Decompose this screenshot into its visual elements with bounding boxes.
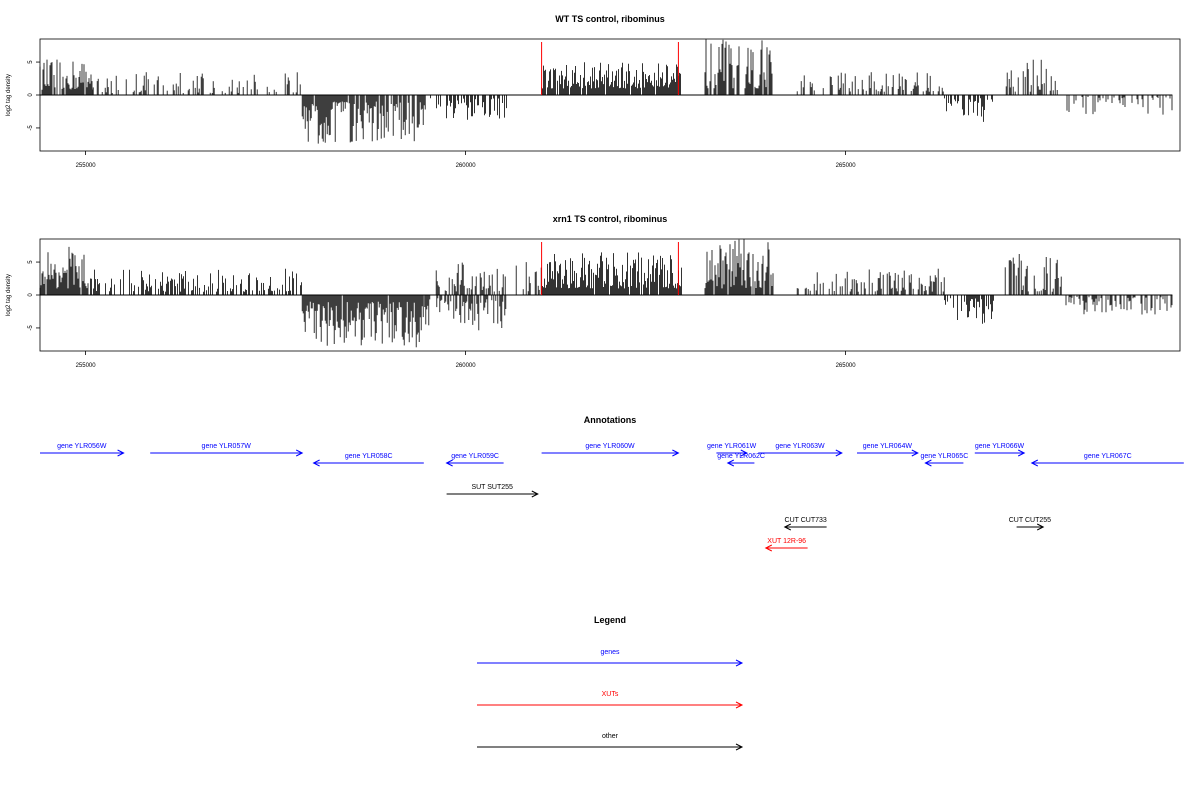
x-tick-label: 260000 [456,163,477,169]
feature-label: gene YLR060W [585,443,635,450]
annotation-feature: gene YLR058C [312,453,424,467]
arrowhead [735,743,744,751]
legend-label: genes [600,649,620,656]
annotation-feature: gene YLR067C [1030,453,1184,467]
wt-panel-title: WT TS control, ribominus [555,14,665,24]
feature-label: XUT 12R-96 [767,538,806,545]
annotation-feature: gene YLR057W [150,443,304,457]
legend-entry: genes [477,649,744,667]
annotation-feature: XUT 12R-96 [764,538,808,552]
annotation-feature: gene YLR063W [758,443,843,457]
arrowhead [531,490,539,498]
x-tick-label: 265000 [836,363,857,369]
annotation-feature: SUT SUT255 [446,484,539,498]
annotation-feature: gene YLR060W [541,443,680,457]
feature-label: gene YLR058C [345,453,393,460]
feature-label: gene YLR057W [202,443,252,450]
wt-axes: -5 0 5 255000 260000 265000 [28,60,856,169]
arrowhead [735,701,744,709]
arrowhead [835,449,843,457]
legend-label: other [602,733,619,740]
annotation-feature: gene YLR056W [40,443,125,457]
wt-y-axis-label: log2 tag density [6,74,12,116]
feature-label: gene YLR061W [707,443,757,450]
feature-label: gene YLR066W [975,443,1025,450]
annotation-feature: CUT CUT255 [1009,517,1051,531]
arrowhead [1017,449,1026,457]
arrowhead [295,449,304,457]
xrn1-axes: -5 0 5 255000 260000 265000 [28,260,856,369]
arrowhead [783,523,792,531]
x-tick-label: 255000 [76,163,97,169]
wt-bars [39,39,1173,144]
legend-label: XUTs [602,691,619,698]
y-tick-label: -5 [28,125,34,131]
annotation-features: gene YLR056W gene YLR057W gene YLR058C gene… [40,443,1184,552]
arrowhead [312,459,320,467]
legend-entry: XUTs [477,691,744,709]
arrowhead [726,459,735,467]
legend-title: Legend [594,615,626,625]
arrowhead [764,544,773,552]
arrowhead [735,659,744,667]
xrn1-panel-title: xrn1 TS control, ribominus [553,214,668,224]
feature-label: SUT SUT255 [471,484,513,491]
feature-label: gene YLR059C [451,453,499,460]
feature-label: gene YLR065C [921,453,969,460]
annotation-feature: gene YLR059C [445,453,504,467]
feature-label: CUT CUT733 [785,517,827,524]
x-tick-label: 260000 [456,363,477,369]
x-tick-label: 255000 [76,363,97,369]
feature-label: gene YLR064W [863,443,913,450]
annotation-feature: CUT CUT733 [783,517,827,531]
arrowhead [1036,523,1045,531]
annotations-title: Annotations [584,415,637,425]
arrowhead [672,449,680,457]
annotation-feature: gene YLR064W [857,443,919,457]
arrowhead [117,449,125,457]
feature-label: gene YLR063W [775,443,825,450]
y-tick-label: 0 [28,293,34,297]
legend-entries: genes XUTs other [477,649,744,751]
arrowhead [1030,459,1039,467]
y-tick-label: -5 [28,325,34,331]
arrowhead [911,449,919,457]
arrowhead [924,459,932,467]
feature-label: CUT CUT255 [1009,517,1051,524]
feature-label: gene YLR062C [717,453,765,460]
y-tick-label: 5 [28,60,34,64]
legend: Legend genes XUTs other [477,615,744,751]
wt-density-panel: WT TS control, ribominus log2 tag densit… [6,14,1181,169]
arrowhead [445,459,453,467]
annotation-feature: gene YLR066W [974,443,1026,457]
annotations-track: Annotations gene YLR056W gene YLR057Wgene… [40,415,1184,552]
x-tick-label: 265000 [836,163,857,169]
annotation-feature: gene YLR062C [717,453,765,467]
annotation-feature: gene YLR061W [707,443,757,457]
xrn1-density-panel: xrn1 TS control, ribominus log2 tag dens… [6,214,1181,369]
legend-entry: other [477,733,744,751]
feature-label: gene YLR067C [1084,453,1132,460]
xrn1-bars [39,239,1173,348]
y-tick-label: 5 [28,260,34,264]
annotation-feature: gene YLR065C [921,453,969,467]
feature-label: gene YLR056W [57,443,107,450]
xrn1-y-axis-label: log2 tag density [6,274,12,316]
arrowhead [740,449,748,457]
y-tick-label: 0 [28,93,34,97]
